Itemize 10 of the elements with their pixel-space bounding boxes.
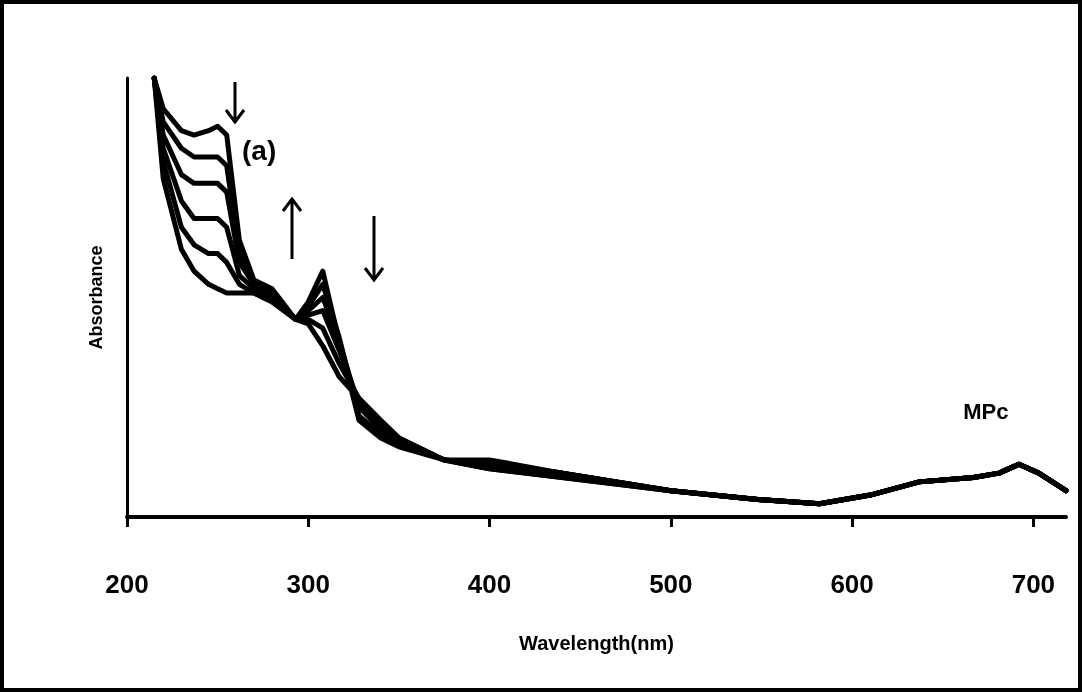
- x-tick-label: 400: [467, 569, 512, 599]
- x-axis-title: Wavelength(nm): [519, 632, 674, 654]
- x-tick-label: 600: [830, 569, 874, 599]
- annotation: MPc: [963, 398, 1009, 424]
- x-tick-label: 300: [286, 569, 330, 599]
- annotation: (a): [242, 134, 277, 166]
- x-tick-label: 700: [1011, 569, 1056, 599]
- x-tick-label: 200: [105, 569, 149, 599]
- x-tick-label: 500: [649, 569, 693, 599]
- y-axis-title: Absorbance: [86, 245, 106, 350]
